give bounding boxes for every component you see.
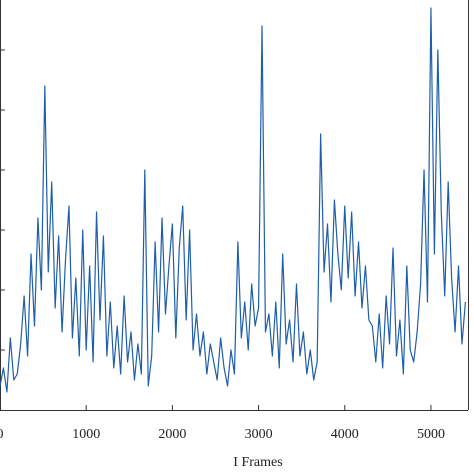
x-tick-label: 0 (0, 427, 4, 442)
data-line (0, 7, 467, 393)
x-tick-label: 1000 (72, 427, 100, 442)
x-tick-label: 5000 (417, 427, 445, 442)
x-tick-label: 2000 (158, 427, 186, 442)
x-tick-label: 3000 (245, 427, 273, 442)
x-tick-label: 4000 (331, 427, 359, 442)
x-axis-label: I Frames (233, 455, 282, 470)
